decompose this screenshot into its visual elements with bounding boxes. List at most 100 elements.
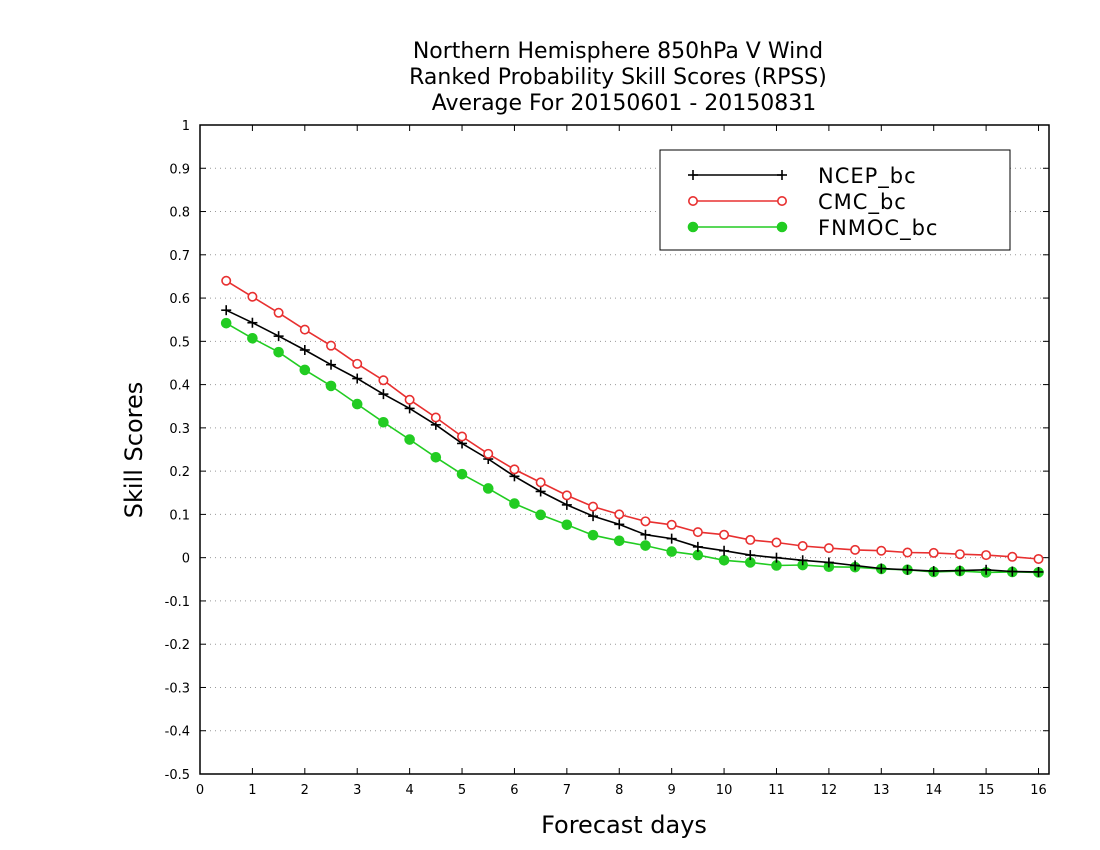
data-point — [1007, 566, 1018, 577]
data-point — [771, 552, 782, 563]
y-tick-label: 0.3 — [169, 422, 190, 437]
data-point — [614, 519, 625, 530]
data-point — [981, 564, 992, 575]
data-point — [640, 529, 651, 540]
y-tick-label: -0.4 — [165, 725, 190, 740]
data-point — [247, 317, 258, 328]
legend-label: CMC_bc — [818, 190, 907, 215]
data-point — [378, 416, 389, 428]
chart-title-line-1: Northern Hemisphere 850hPa V Wind — [413, 39, 823, 64]
series-NCEP_bc — [221, 305, 1044, 577]
legend-marker — [687, 196, 698, 207]
y-tick-label: 0.6 — [169, 292, 190, 307]
data-point — [614, 509, 625, 520]
y-tick-label: 0 — [182, 552, 190, 567]
data-point — [561, 519, 573, 531]
data-point — [299, 324, 310, 335]
data-point — [876, 563, 887, 574]
plot-frame — [199, 124, 1050, 775]
y-tick-label: -0.3 — [165, 681, 190, 696]
data-point — [613, 535, 625, 547]
x-tick-label: 12 — [821, 783, 838, 798]
legend-label: NCEP_bc — [818, 164, 917, 189]
data-point — [221, 305, 232, 316]
y-tick-label: 0.2 — [169, 465, 190, 480]
x-tick-label: 16 — [1030, 783, 1047, 798]
data-point — [535, 477, 546, 488]
data-point — [483, 448, 494, 459]
data-point — [404, 394, 415, 405]
legend-box — [659, 149, 1011, 251]
legend-item-FNMOC_bc: FNMOC_bc — [687, 216, 938, 241]
legend-marker — [777, 170, 787, 180]
data-point — [561, 499, 572, 510]
y-tick-label: 0.1 — [169, 508, 190, 523]
data-point — [640, 516, 651, 527]
legend-item-CMC_bc: CMC_bc — [687, 190, 907, 215]
y-tick-label: 0.5 — [169, 335, 190, 350]
chart-title-line-3: Average For 20150601 - 20150831 — [432, 91, 817, 116]
x-tick-label: 1 — [248, 783, 256, 798]
x-tick-label: 8 — [615, 783, 623, 798]
x-tick-label: 11 — [768, 783, 785, 798]
data-point — [954, 565, 965, 576]
data-point — [692, 527, 703, 538]
data-point — [719, 529, 730, 540]
data-point — [352, 358, 363, 369]
data-point — [299, 364, 311, 376]
legend-marker — [776, 196, 787, 207]
data-point — [221, 275, 232, 286]
data-point — [954, 549, 965, 560]
data-point — [247, 333, 258, 344]
data-point — [797, 540, 808, 551]
series-FNMOC_bc — [220, 317, 1044, 578]
data-point — [404, 434, 415, 445]
data-point — [561, 490, 572, 501]
data-point — [326, 340, 337, 351]
x-tick-label: 9 — [668, 783, 676, 798]
series-line — [225, 280, 1039, 560]
data-point — [823, 557, 834, 568]
y-tick-labels: -0.5 -0.4 -0.3 -0.2 -0.1 0 0.1 0.2 0.3 0.4 0.5 0.6 0… — [165, 119, 190, 783]
data-point — [719, 545, 730, 556]
x-tick-label: 10 — [716, 783, 733, 798]
data-point — [850, 544, 861, 555]
x-tick-label: 6 — [510, 783, 518, 798]
data-point — [430, 451, 442, 463]
series-CMC_bc — [221, 275, 1044, 564]
data-point — [482, 483, 494, 494]
legend-label: FNMOC_bc — [818, 216, 938, 241]
y-tick-label: 0.7 — [169, 249, 190, 264]
x-tick-label: 0 — [196, 783, 204, 798]
legend-marker — [687, 221, 699, 233]
data-point — [850, 560, 861, 571]
data-point — [273, 331, 284, 342]
data-point — [666, 519, 677, 530]
x-axis-label: Forecast days — [541, 811, 707, 839]
data-point — [326, 359, 337, 370]
data-point — [509, 498, 520, 509]
y-axis-label: Skill Scores — [120, 382, 148, 519]
data-point — [745, 550, 756, 561]
data-point — [273, 307, 284, 318]
series-line — [225, 309, 1039, 573]
x-tick-label: 14 — [925, 783, 942, 798]
x-tick-label: 2 — [301, 783, 309, 798]
series-line — [225, 322, 1039, 574]
data-point — [299, 344, 310, 355]
x-tick-label: 7 — [563, 783, 571, 798]
legend-item-NCEP_bc: NCEP_bc — [688, 164, 917, 189]
data-point — [1007, 551, 1018, 562]
data-point — [430, 412, 441, 423]
data-point — [1033, 566, 1044, 577]
data-point — [745, 534, 756, 545]
grid — [200, 167, 1049, 732]
y-tick-label: 0.9 — [169, 162, 190, 177]
data-point — [378, 375, 389, 386]
data-point — [692, 541, 703, 552]
y-tick-label: -0.5 — [165, 768, 190, 783]
data-point — [588, 501, 599, 512]
data-point — [718, 554, 730, 566]
legend-marker — [688, 170, 698, 180]
